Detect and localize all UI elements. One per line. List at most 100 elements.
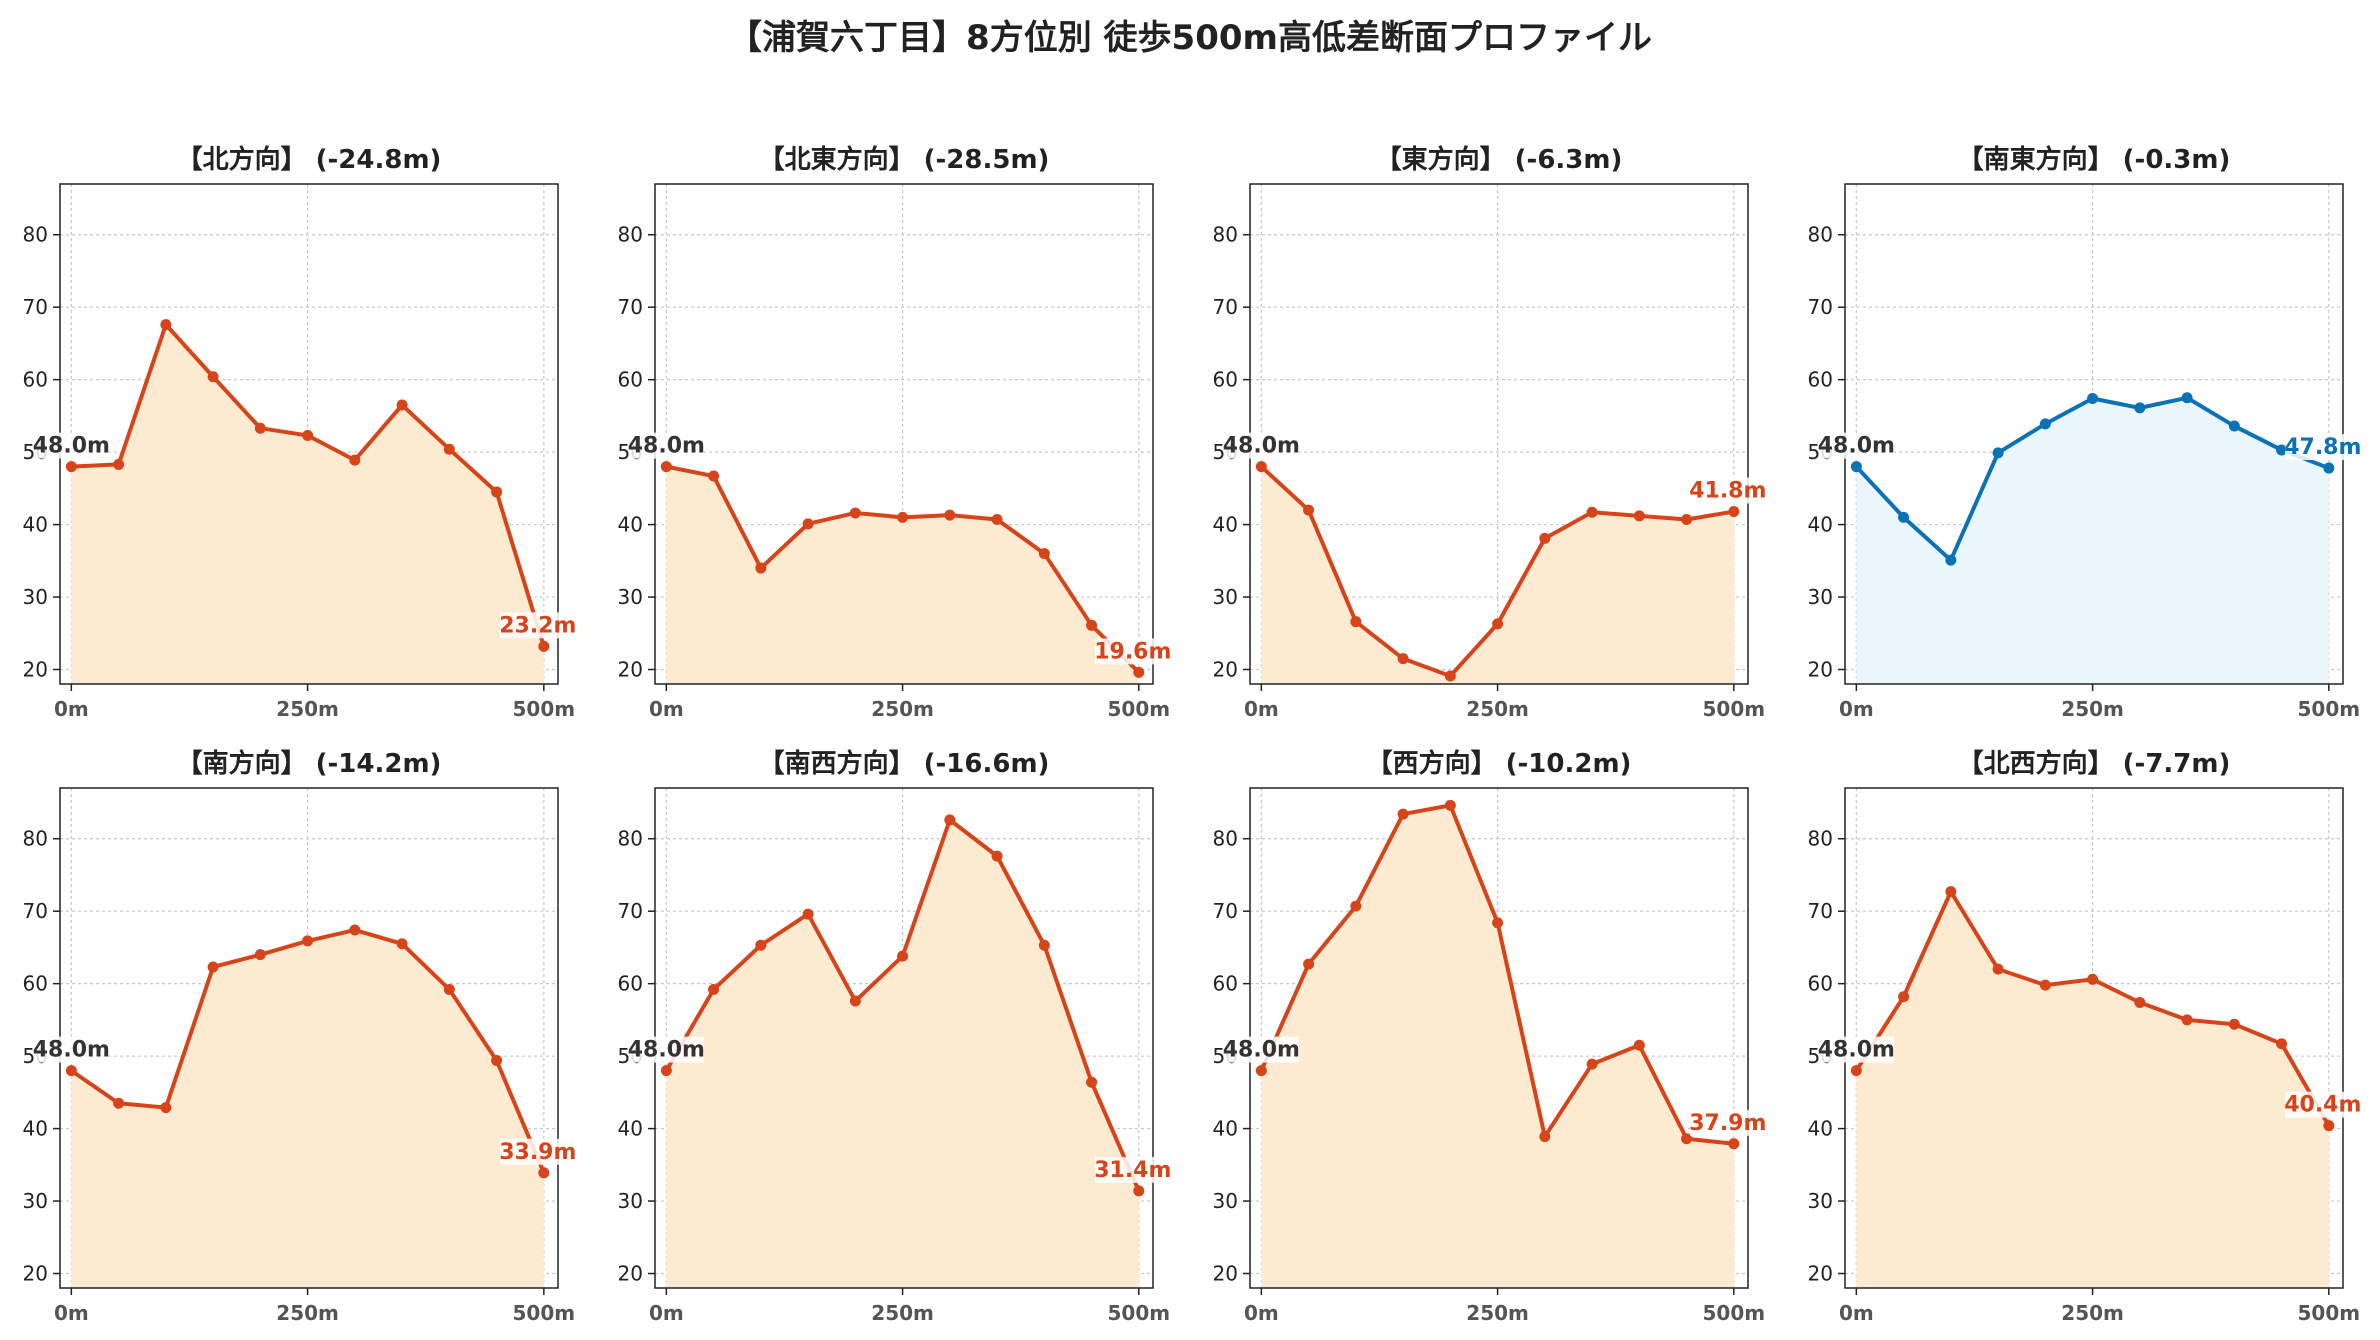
data-point [1350, 616, 1362, 628]
y-tick-label: 40 [1808, 1117, 1833, 1141]
start-value-label-bg [33, 1036, 110, 1063]
y-tick-label: 70 [1213, 295, 1238, 319]
y-tick-label: 30 [618, 1189, 643, 1213]
data-point [1350, 900, 1362, 912]
data-point [1898, 991, 1910, 1003]
y-tick-label: 30 [23, 585, 48, 609]
figure-title: 【浦賀六丁目】8方位別 徒歩500m高低差断面プロファイル [728, 18, 1652, 58]
y-tick-label: 20 [1213, 658, 1238, 682]
y-tick-label: 40 [618, 513, 643, 537]
start-value-label: 48.0m [1818, 434, 1895, 459]
x-tick-label: 0m [1244, 1301, 1279, 1325]
data-point [1992, 963, 2004, 975]
area-fill [1856, 891, 2329, 1288]
y-tick-label: 20 [618, 658, 643, 682]
x-tick-label: 250m [276, 697, 339, 721]
y-tick-label: 70 [1808, 295, 1833, 319]
data-point [1086, 1076, 1098, 1088]
data-point [349, 454, 361, 466]
data-point [1539, 532, 1551, 544]
area-fill [71, 930, 544, 1288]
panel-title: 【北東方向】 (-28.5m) [759, 144, 1050, 175]
data-point [1492, 917, 1504, 929]
y-tick-label: 80 [618, 827, 643, 851]
data-point [1681, 1133, 1693, 1145]
data-point [396, 399, 408, 411]
y-tick-label: 70 [1213, 899, 1238, 923]
data-point [443, 443, 455, 455]
start-value-label: 48.0m [1818, 1038, 1895, 1063]
data-point [660, 461, 672, 473]
data-point [1681, 514, 1693, 526]
data-point [1898, 511, 1910, 523]
x-tick-label: 500m [2298, 697, 2361, 721]
data-point [708, 983, 720, 995]
data-point [491, 1054, 503, 1066]
data-point [1945, 886, 1957, 898]
data-point [207, 961, 219, 973]
x-tick-label: 500m [1108, 697, 1171, 721]
data-point [897, 950, 909, 962]
data-point [254, 949, 266, 961]
y-tick-label: 20 [23, 658, 48, 682]
area-fill [1261, 805, 1734, 1288]
y-tick-label: 20 [1213, 1262, 1238, 1286]
data-point [849, 507, 861, 519]
data-point [1086, 619, 1098, 631]
data-point [491, 486, 503, 498]
data-point [302, 429, 314, 441]
start-value-label: 48.0m [33, 434, 110, 459]
data-point [65, 461, 77, 473]
data-point [1728, 506, 1740, 518]
data-point [254, 422, 266, 434]
data-point [160, 319, 172, 331]
y-tick-label: 70 [23, 295, 48, 319]
area-fill [1261, 466, 1734, 684]
data-point [65, 1065, 77, 1077]
panel-title: 【北方向】 (-24.8m) [177, 144, 442, 175]
y-tick-label: 70 [618, 899, 643, 923]
end-value-label: 40.4m [2284, 1093, 2361, 1118]
start-value-label: 48.0m [1223, 434, 1300, 459]
start-value-label: 48.0m [1223, 1038, 1300, 1063]
data-point [2276, 1038, 2288, 1050]
data-point [396, 938, 408, 950]
end-value-label-bg [1690, 1109, 1766, 1136]
y-tick-label: 70 [23, 899, 48, 923]
y-tick-label: 30 [1213, 1189, 1238, 1213]
start-value-label: 48.0m [628, 1038, 705, 1063]
panel-title: 【東方向】 (-6.3m) [1376, 144, 1623, 175]
data-point [1444, 670, 1456, 682]
data-point [538, 1167, 550, 1179]
panel-title: 【西方向】 (-10.2m) [1367, 748, 1632, 779]
data-point [443, 983, 455, 995]
data-point [1539, 1131, 1551, 1143]
panel-4: 【南方向】 (-14.2m)203040506070800m250m500m48… [23, 748, 577, 1325]
x-tick-label: 500m [513, 1301, 576, 1325]
panel-0: 【北方向】 (-24.8m)203040506070800m250m500m48… [23, 144, 577, 721]
end-value-label: 33.9m [499, 1140, 576, 1165]
x-tick-label: 500m [513, 697, 576, 721]
y-tick-label: 40 [1213, 1117, 1238, 1141]
y-tick-label: 30 [23, 1189, 48, 1213]
panel-title: 【南東方向】 (-0.3m) [1958, 144, 2231, 175]
start-value-label: 48.0m [628, 434, 705, 459]
data-point [2134, 402, 2146, 414]
data-point [2087, 392, 2099, 404]
y-tick-label: 80 [618, 223, 643, 247]
panel-title: 【北西方向】 (-7.7m) [1958, 748, 2231, 779]
data-point [2181, 1014, 2193, 1026]
x-tick-label: 250m [871, 1301, 934, 1325]
panel-3: 【南東方向】 (-0.3m)203040506070800m250m500m48… [1808, 144, 2362, 721]
end-value-label: 19.6m [1094, 639, 1171, 664]
end-value-label-bg [1095, 638, 1171, 665]
y-tick-label: 20 [1808, 658, 1833, 682]
data-point [2323, 1120, 2335, 1132]
data-point [2323, 462, 2335, 474]
data-point [1728, 1138, 1740, 1150]
area-fill [71, 324, 544, 684]
data-point [708, 470, 720, 482]
data-point [2087, 973, 2099, 985]
data-point [1038, 548, 1050, 560]
